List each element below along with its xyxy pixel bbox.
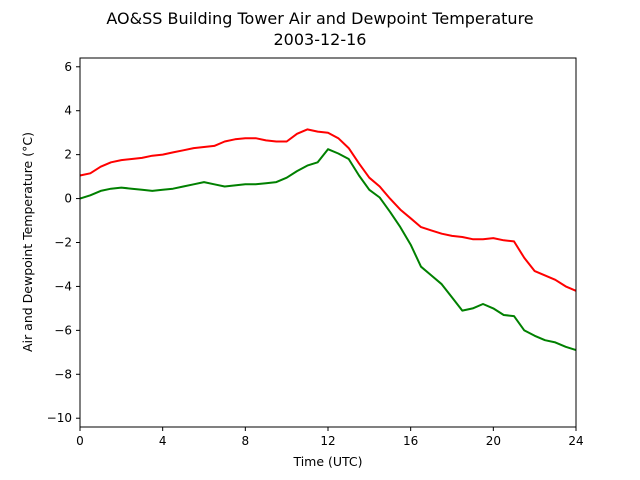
y-tick-label: −10 — [47, 411, 72, 425]
x-tick-label: 16 — [403, 434, 418, 448]
x-tick-label: 24 — [568, 434, 583, 448]
y-tick-label: −6 — [54, 323, 72, 337]
x-axis-ticks: 0 4 8 12 16 20 24 — [76, 427, 584, 448]
y-tick-label: −8 — [54, 367, 72, 381]
y-tick-label: 6 — [64, 60, 72, 74]
y-tick-label: 0 — [64, 192, 72, 206]
x-tick-label: 12 — [320, 434, 335, 448]
y-tick-label: −2 — [54, 236, 72, 250]
chart-subtitle: 2003-12-16 — [274, 30, 367, 49]
plot-frame — [79, 57, 577, 428]
x-tick-label: 4 — [159, 434, 167, 448]
y-tick-label: 4 — [64, 104, 72, 118]
chart-title: AO&SS Building Tower Air and Dewpoint Te… — [106, 9, 533, 28]
y-axis-ticks: −10 −8 −6 −4 −2 0 2 4 6 — [47, 60, 80, 425]
series-line-1 — [79, 148, 577, 352]
y-tick-label: −4 — [54, 279, 72, 293]
y-axis-label: Air and Dewpoint Temperature (°C) — [20, 132, 35, 352]
x-axis-label: Time (UTC) — [292, 454, 362, 469]
x-tick-label: 8 — [242, 434, 250, 448]
x-tick-label: 0 — [76, 434, 84, 448]
plot-lines — [79, 128, 577, 352]
series-line-0 — [79, 128, 577, 292]
y-tick-label: 2 — [64, 148, 72, 162]
x-tick-label: 20 — [486, 434, 501, 448]
